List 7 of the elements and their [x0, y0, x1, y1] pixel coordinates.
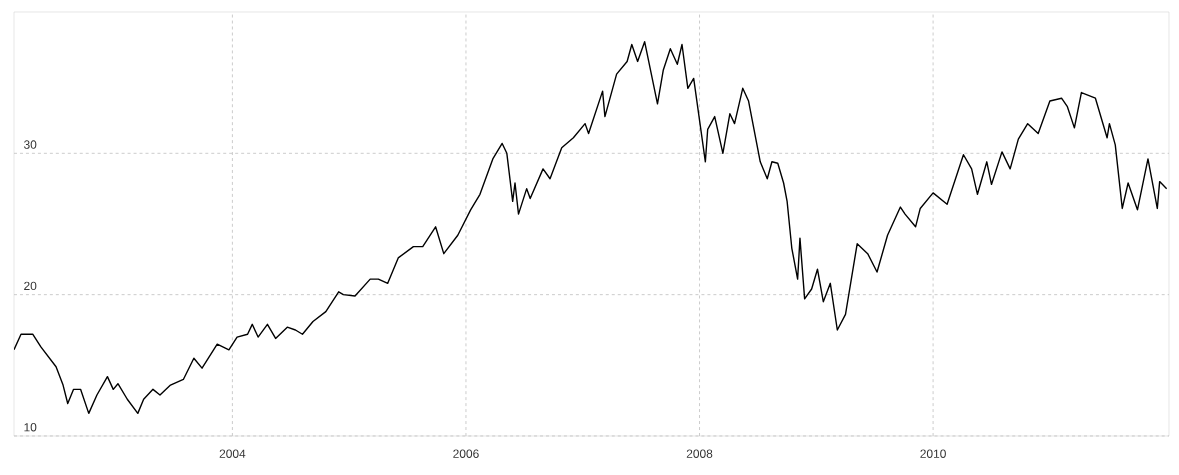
- y-tick-label: 30: [23, 140, 37, 149]
- x-tick-label: 2004: [219, 449, 246, 458]
- x-tick-label: 2008: [686, 449, 713, 458]
- y-tick-label: 20: [24, 281, 37, 291]
- x-tick-label: 2010: [920, 449, 946, 458]
- x-tick-label: 2006: [453, 449, 479, 458]
- y-tick-label: 10: [24, 423, 37, 432]
